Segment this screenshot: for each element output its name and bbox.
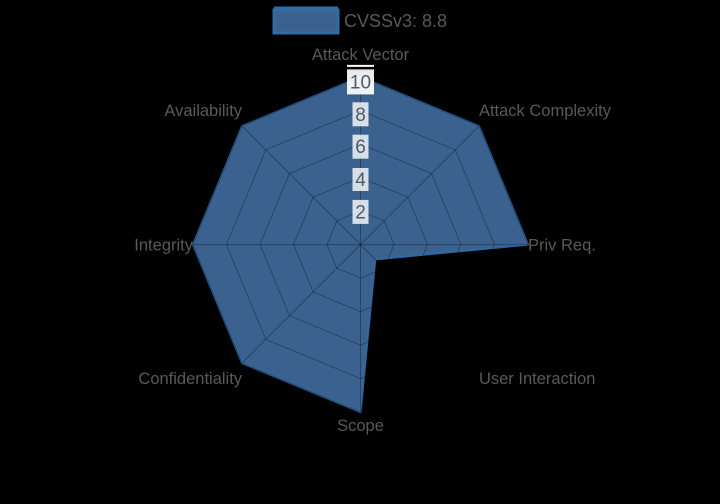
- svg-text:Scope: Scope: [337, 417, 384, 435]
- svg-text:10: 10: [350, 72, 371, 93]
- svg-text:6: 6: [355, 137, 366, 158]
- svg-text:User Interaction: User Interaction: [479, 370, 595, 388]
- svg-text:Availability: Availability: [164, 102, 242, 120]
- svg-text:Attack Vector: Attack Vector: [312, 46, 410, 64]
- svg-text:Priv Req.: Priv Req.: [528, 237, 596, 255]
- svg-text:Confidentiality: Confidentiality: [138, 370, 242, 388]
- svg-text:8: 8: [355, 105, 366, 126]
- svg-text:4: 4: [355, 170, 366, 191]
- svg-text:2: 2: [355, 202, 366, 223]
- svg-text:Integrity: Integrity: [134, 237, 193, 255]
- svg-text:CVSSv3: 8.8: CVSSv3: 8.8: [344, 11, 447, 31]
- svg-text:Attack Complexity: Attack Complexity: [479, 102, 612, 120]
